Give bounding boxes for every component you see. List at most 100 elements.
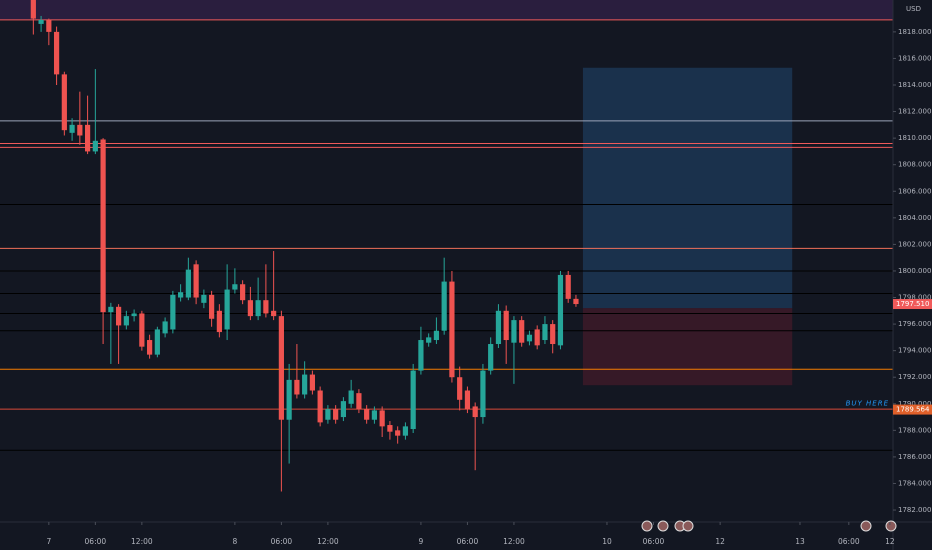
candle-body <box>139 313 145 347</box>
zone <box>0 0 893 20</box>
price-marker-label: 1797.510 <box>896 300 929 308</box>
candle-body <box>317 390 323 423</box>
candle-body <box>488 344 494 371</box>
candle-body <box>410 370 416 430</box>
candle-body <box>418 340 424 371</box>
y-tick-label: 1782.000 <box>898 506 931 514</box>
y-tick-label: 1808.000 <box>898 161 931 169</box>
candle-body <box>108 306 114 313</box>
candle-body <box>147 340 153 355</box>
candle-body <box>449 281 455 378</box>
candle-body <box>271 310 277 317</box>
candle-body <box>557 274 564 346</box>
x-tick-label: 06:00 <box>271 537 293 546</box>
candle-body <box>457 377 463 400</box>
candle-body <box>433 330 440 341</box>
candle-body <box>534 329 540 346</box>
y-tick-label: 1784.000 <box>898 479 931 487</box>
candle-body <box>441 281 447 331</box>
candle-body <box>402 426 409 436</box>
candle-body <box>472 406 478 418</box>
candle-body <box>550 324 556 345</box>
price-marker <box>893 404 932 415</box>
event-icons <box>641 520 897 532</box>
candle-body <box>46 19 52 32</box>
y-tick-label: 1800.000 <box>898 267 931 275</box>
price-marker-label: 1789.564 <box>896 406 930 414</box>
y-tick-label: 1798.000 <box>898 294 931 302</box>
x-tick-label: 06:00 <box>85 537 107 546</box>
x-tick-label: 06:00 <box>457 537 479 546</box>
candle-body <box>53 31 60 75</box>
candle-body <box>511 320 517 343</box>
candle-body <box>356 393 362 410</box>
x-tick-label: 12:00 <box>503 537 525 546</box>
y-tick-label: 1818.000 <box>898 28 931 36</box>
plot <box>0 0 893 492</box>
annotation: BUY HERE <box>846 400 889 408</box>
candle-body <box>209 294 215 319</box>
candle-body <box>340 401 347 418</box>
y-tick-label: 1802.000 <box>898 240 931 248</box>
candle-body <box>371 410 378 420</box>
candle-body <box>178 292 184 298</box>
y-tick-label: 1812.000 <box>898 108 931 116</box>
x-tick-label: 12 <box>715 537 725 546</box>
candle-body <box>426 337 432 343</box>
y-tick-label: 1804.000 <box>898 214 931 222</box>
candle-body <box>92 140 98 152</box>
y-tick-label: 1794.000 <box>898 347 931 355</box>
candle-body <box>348 390 354 404</box>
candle-body <box>201 294 207 303</box>
candle-body <box>123 316 129 326</box>
y-tick-label: 1816.000 <box>898 54 931 62</box>
candle-body <box>154 329 160 355</box>
candle-body <box>526 334 533 342</box>
candle-body <box>278 316 284 420</box>
candle-body <box>247 300 253 317</box>
candle-body <box>77 124 83 136</box>
candle-body <box>379 410 385 427</box>
candle-body <box>170 294 176 330</box>
y-tick-label: 1814.000 <box>898 81 931 89</box>
stop-zone <box>582 308 793 386</box>
candle-body <box>309 374 315 391</box>
y-tick-label: 1792.000 <box>898 373 931 381</box>
y-tick-label: 1788.000 <box>898 426 931 434</box>
x-tick-label: 06:00 <box>643 537 665 546</box>
candle-body <box>325 409 331 420</box>
candle-body <box>162 321 168 334</box>
x-tick-label: 06:00 <box>838 537 860 546</box>
candle-body <box>224 289 230 330</box>
candle-body <box>464 390 471 410</box>
candle-body <box>100 139 106 313</box>
price-marker <box>893 299 932 310</box>
candle-body <box>30 0 36 19</box>
x-tick-label: 12:00 <box>317 537 339 546</box>
candle-body <box>61 74 67 131</box>
candle-body <box>542 324 548 341</box>
candle-body <box>294 379 300 395</box>
candle-body <box>387 425 393 432</box>
candle-body <box>495 310 502 345</box>
candle-body <box>185 269 191 298</box>
candle-body <box>131 313 137 317</box>
currency: USD <box>906 5 921 13</box>
candle-body <box>84 124 91 152</box>
candle-body <box>240 284 246 301</box>
candle-body <box>216 310 222 333</box>
x-tick-label: 10 <box>602 537 612 546</box>
x-tick-label: 8 <box>232 537 237 546</box>
candle-body <box>395 430 401 436</box>
y-tick-label: 1806.000 <box>898 187 931 195</box>
x-tick-label: 7 <box>46 537 51 546</box>
y-tick-label: 1786.000 <box>898 453 931 461</box>
candle-body <box>364 409 370 420</box>
candle-body <box>193 264 199 298</box>
candle-body <box>302 374 308 395</box>
candle-body <box>573 298 579 305</box>
candle-body <box>263 300 269 314</box>
